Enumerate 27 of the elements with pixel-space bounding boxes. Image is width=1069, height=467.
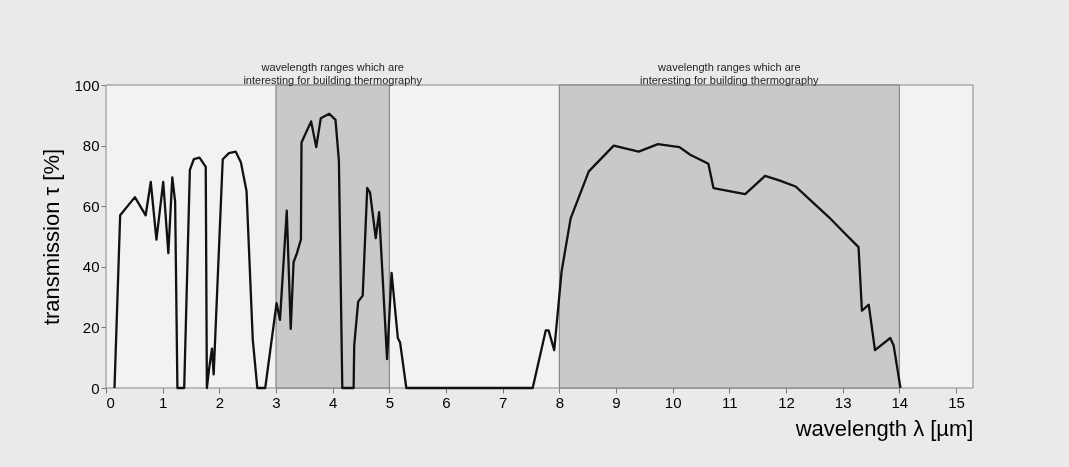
- y-axis-title: transmission τ [%]: [39, 148, 65, 326]
- x-tick-label: 8: [555, 393, 565, 411]
- y-tick-label: 100: [74, 76, 100, 94]
- y-tick-label: 20: [82, 318, 100, 336]
- x-tick-label: 2: [215, 393, 225, 411]
- x-tick-label: 4: [328, 393, 338, 411]
- x-tick-label: 0: [106, 393, 115, 411]
- x-axis-title: wavelength λ [µm]: [794, 415, 974, 441]
- x-tick-label: 5: [385, 393, 395, 411]
- x-tick-label: 1: [158, 393, 168, 411]
- y-tick-label: 80: [82, 137, 100, 155]
- x-tick-label: 12: [778, 393, 795, 411]
- x-tick-label: 6: [442, 393, 451, 411]
- x-tick-label: 14: [891, 393, 909, 411]
- x-tick-label: 10: [664, 393, 682, 411]
- x-tick-label: 15: [948, 393, 965, 411]
- y-tick-label: 60: [82, 197, 100, 215]
- y-tick-label: 0: [91, 379, 100, 397]
- band-label: wavelength ranges which are interesting for building thermography: [640, 61, 820, 86]
- x-tick-label: 9: [612, 393, 621, 411]
- y-tick-label: 40: [82, 258, 100, 276]
- band-label: wavelength ranges which are interesting for building thermography: [243, 61, 423, 86]
- x-tick-label: 7: [498, 393, 508, 411]
- x-tick-label: 11: [722, 393, 738, 411]
- line-series: [113, 112, 902, 390]
- x-tick-label: 3: [272, 393, 281, 411]
- x-tick-label: 13: [834, 393, 852, 411]
